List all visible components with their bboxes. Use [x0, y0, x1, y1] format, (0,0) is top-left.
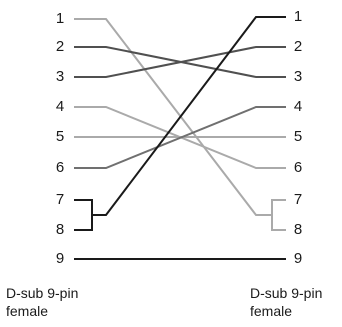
left-pin-8-label: 8 [55, 221, 65, 238]
right-connector-caption: D-sub 9-pin female [250, 284, 322, 320]
right-connector-name: D-sub 9-pin [250, 285, 323, 301]
right-pin-7-label: 7 [293, 191, 303, 208]
right-jumper-7-8 [271, 199, 286, 231]
left-connector-gender: female [6, 303, 49, 319]
left-jumper-7-8 [74, 199, 93, 231]
right-connector-gender: female [250, 303, 293, 319]
right-pin-5-label: 5 [293, 128, 303, 145]
left-pin-5-label: 5 [55, 128, 65, 145]
left-connector-caption: D-sub 9-pin female [6, 284, 78, 320]
left-pin-9-label: 9 [55, 250, 65, 267]
right-pin-6-label: 6 [293, 159, 303, 176]
wire-6-to-4 [74, 106, 286, 169]
right-pin-9-label: 9 [293, 250, 303, 267]
right-pin-3-label: 3 [293, 68, 303, 85]
wire-layer [74, 16, 286, 260]
right-pin-1-label: 1 [293, 8, 303, 25]
left-pin-2-label: 2 [55, 38, 65, 55]
left-pin-3-label: 3 [55, 68, 65, 85]
left-pin-4-label: 4 [55, 98, 65, 115]
right-pin-4-label: 4 [293, 98, 303, 115]
right-pin-2-label: 2 [293, 38, 303, 55]
wire-3-to-2 [74, 46, 286, 78]
left-pin-7-label: 7 [55, 191, 65, 208]
jumper-layer [74, 199, 286, 231]
right-pin-8-label: 8 [293, 221, 303, 238]
left-pin-1-label: 1 [55, 10, 65, 27]
left-pin-6-label: 6 [55, 159, 65, 176]
left-connector-name: D-sub 9-pin [6, 285, 79, 301]
wire-7-to-1 [92, 16, 286, 216]
wire-1-to-7 [74, 18, 272, 216]
